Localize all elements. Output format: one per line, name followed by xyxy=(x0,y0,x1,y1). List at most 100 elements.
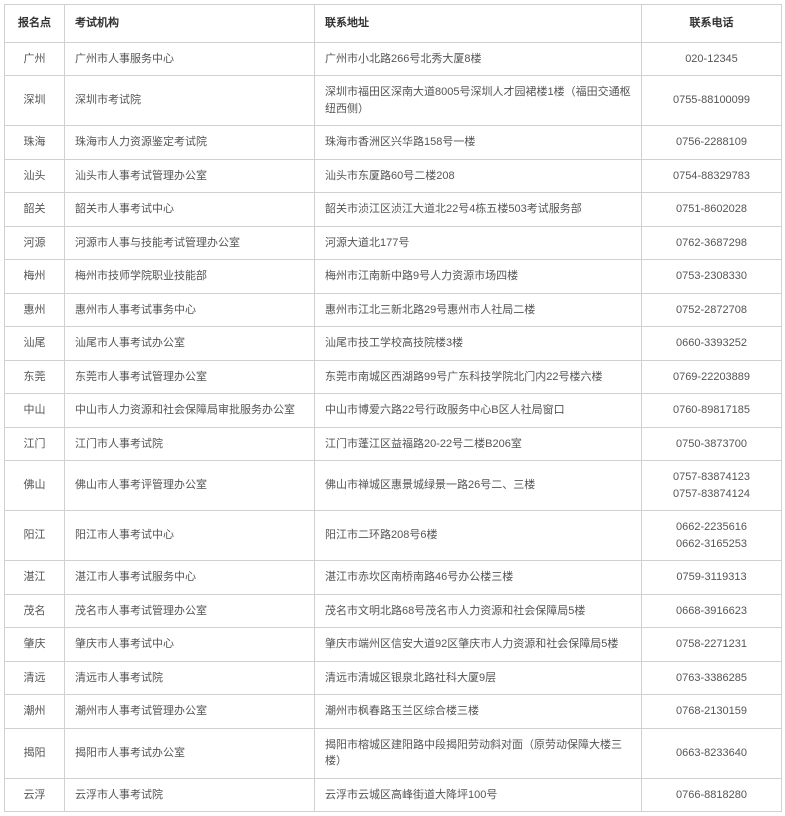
cell-address: 清远市清城区银泉北路社科大厦9层 xyxy=(315,661,642,695)
cell-location: 汕尾 xyxy=(5,327,65,361)
cell-organization: 肇庆市人事考试中心 xyxy=(65,628,315,662)
header-address: 联系地址 xyxy=(315,5,642,43)
cell-address: 珠海市香洲区兴华路158号一楼 xyxy=(315,126,642,160)
table-row: 潮州潮州市人事考试管理办公室潮州市枫春路玉兰区综合楼三楼0768-2130159 xyxy=(5,695,782,729)
cell-location: 中山 xyxy=(5,394,65,428)
cell-location: 惠州 xyxy=(5,293,65,327)
cell-phone: 0766-8818280 xyxy=(642,778,782,812)
cell-location: 珠海 xyxy=(5,126,65,160)
cell-address: 深圳市福田区深南大道8005号深圳人才园裙楼1楼（福田交通枢纽西侧） xyxy=(315,76,642,126)
table-header-row: 报名点 考试机构 联系地址 联系电话 xyxy=(5,5,782,43)
table-row: 韶关韶关市人事考试中心韶关市浈江区浈江大道北22号4栋五楼503考试服务部075… xyxy=(5,193,782,227)
cell-address: 梅州市江南新中路9号人力资源市场四楼 xyxy=(315,260,642,294)
cell-organization: 湛江市人事考试服务中心 xyxy=(65,561,315,595)
cell-location: 云浮 xyxy=(5,778,65,812)
table-row: 茂名茂名市人事考试管理办公室茂名市文明北路68号茂名市人力资源和社会保障局5楼0… xyxy=(5,594,782,628)
cell-address: 河源大道北177号 xyxy=(315,226,642,260)
cell-organization: 深圳市考试院 xyxy=(65,76,315,126)
cell-address: 潮州市枫春路玉兰区综合楼三楼 xyxy=(315,695,642,729)
cell-phone: 0752-2872708 xyxy=(642,293,782,327)
cell-phone: 0756-2288109 xyxy=(642,126,782,160)
table-row: 中山中山市人力资源和社会保障局审批服务办公室中山市博爱六路22号行政服务中心B区… xyxy=(5,394,782,428)
cell-organization: 云浮市人事考试院 xyxy=(65,778,315,812)
cell-organization: 梅州市技师学院职业技能部 xyxy=(65,260,315,294)
table-row: 珠海珠海市人力资源鉴定考试院珠海市香洲区兴华路158号一楼0756-228810… xyxy=(5,126,782,160)
table-row: 梅州梅州市技师学院职业技能部梅州市江南新中路9号人力资源市场四楼0753-230… xyxy=(5,260,782,294)
table-row: 清远清远市人事考试院清远市清城区银泉北路社科大厦9层0763-3386285 xyxy=(5,661,782,695)
cell-address: 云浮市云城区高峰街道大降坪100号 xyxy=(315,778,642,812)
cell-phone: 0663-8233640 xyxy=(642,728,782,778)
cell-organization: 汕头市人事考试管理办公室 xyxy=(65,159,315,193)
registration-points-table: 报名点 考试机构 联系地址 联系电话 广州广州市人事服务中心广州市小北路266号… xyxy=(4,4,782,812)
cell-phone: 0757-83874123 0757-83874124 xyxy=(642,461,782,511)
cell-phone: 0769-22203889 xyxy=(642,360,782,394)
cell-phone: 0660-3393252 xyxy=(642,327,782,361)
header-phone: 联系电话 xyxy=(642,5,782,43)
cell-address: 广州市小北路266号北秀大厦8楼 xyxy=(315,42,642,76)
cell-phone: 0751-8602028 xyxy=(642,193,782,227)
table-row: 湛江湛江市人事考试服务中心湛江市赤坎区南桥南路46号办公楼三楼0759-3119… xyxy=(5,561,782,595)
table-row: 揭阳揭阳市人事考试办公室揭阳市榕城区建阳路中段揭阳劳动斜对面（原劳动保障大楼三楼… xyxy=(5,728,782,778)
cell-address: 湛江市赤坎区南桥南路46号办公楼三楼 xyxy=(315,561,642,595)
cell-location: 河源 xyxy=(5,226,65,260)
cell-location: 深圳 xyxy=(5,76,65,126)
cell-location: 汕头 xyxy=(5,159,65,193)
cell-phone: 0755-88100099 xyxy=(642,76,782,126)
table-row: 江门江门市人事考试院江门市蓬江区益福路20-22号二楼B206室0750-387… xyxy=(5,427,782,461)
cell-location: 茂名 xyxy=(5,594,65,628)
header-organization: 考试机构 xyxy=(65,5,315,43)
cell-phone: 0750-3873700 xyxy=(642,427,782,461)
cell-location: 梅州 xyxy=(5,260,65,294)
table-row: 肇庆肇庆市人事考试中心肇庆市端州区信安大道92区肇庆市人力资源和社会保障局5楼0… xyxy=(5,628,782,662)
table-row: 东莞东莞市人事考试管理办公室东莞市南城区西湖路99号广东科技学院北门内22号楼六… xyxy=(5,360,782,394)
table-body: 广州广州市人事服务中心广州市小北路266号北秀大厦8楼020-12345深圳深圳… xyxy=(5,42,782,812)
cell-location: 湛江 xyxy=(5,561,65,595)
cell-location: 江门 xyxy=(5,427,65,461)
cell-location: 阳江 xyxy=(5,511,65,561)
cell-location: 韶关 xyxy=(5,193,65,227)
cell-address: 中山市博爱六路22号行政服务中心B区人社局窗口 xyxy=(315,394,642,428)
cell-address: 东莞市南城区西湖路99号广东科技学院北门内22号楼六楼 xyxy=(315,360,642,394)
cell-address: 肇庆市端州区信安大道92区肇庆市人力资源和社会保障局5楼 xyxy=(315,628,642,662)
cell-phone: 0753-2308330 xyxy=(642,260,782,294)
cell-organization: 河源市人事与技能考试管理办公室 xyxy=(65,226,315,260)
cell-phone: 0758-2271231 xyxy=(642,628,782,662)
table-row: 阳江阳江市人事考试中心阳江市二环路208号6楼0662-2235616 0662… xyxy=(5,511,782,561)
cell-address: 韶关市浈江区浈江大道北22号4栋五楼503考试服务部 xyxy=(315,193,642,227)
table-row: 河源河源市人事与技能考试管理办公室河源大道北177号0762-3687298 xyxy=(5,226,782,260)
cell-address: 阳江市二环路208号6楼 xyxy=(315,511,642,561)
cell-phone: 0768-2130159 xyxy=(642,695,782,729)
cell-location: 佛山 xyxy=(5,461,65,511)
cell-address: 揭阳市榕城区建阳路中段揭阳劳动斜对面（原劳动保障大楼三楼） xyxy=(315,728,642,778)
cell-organization: 广州市人事服务中心 xyxy=(65,42,315,76)
cell-address: 汕尾市技工学校高技院楼3楼 xyxy=(315,327,642,361)
cell-organization: 江门市人事考试院 xyxy=(65,427,315,461)
table-row: 广州广州市人事服务中心广州市小北路266号北秀大厦8楼020-12345 xyxy=(5,42,782,76)
cell-phone: 0759-3119313 xyxy=(642,561,782,595)
cell-organization: 揭阳市人事考试办公室 xyxy=(65,728,315,778)
cell-phone: 0762-3687298 xyxy=(642,226,782,260)
header-location: 报名点 xyxy=(5,5,65,43)
cell-phone: 020-12345 xyxy=(642,42,782,76)
cell-organization: 清远市人事考试院 xyxy=(65,661,315,695)
cell-location: 清远 xyxy=(5,661,65,695)
cell-organization: 佛山市人事考评管理办公室 xyxy=(65,461,315,511)
cell-address: 汕头市东厦路60号二楼208 xyxy=(315,159,642,193)
cell-phone: 0662-2235616 0662-3165253 xyxy=(642,511,782,561)
cell-organization: 阳江市人事考试中心 xyxy=(65,511,315,561)
cell-location: 肇庆 xyxy=(5,628,65,662)
cell-organization: 汕尾市人事考试办公室 xyxy=(65,327,315,361)
cell-phone: 0760-89817185 xyxy=(642,394,782,428)
table-row: 汕尾汕尾市人事考试办公室汕尾市技工学校高技院楼3楼0660-3393252 xyxy=(5,327,782,361)
cell-location: 东莞 xyxy=(5,360,65,394)
cell-organization: 东莞市人事考试管理办公室 xyxy=(65,360,315,394)
cell-organization: 潮州市人事考试管理办公室 xyxy=(65,695,315,729)
table-row: 惠州惠州市人事考试事务中心惠州市江北三新北路29号惠州市人社局二楼0752-28… xyxy=(5,293,782,327)
table-row: 云浮云浮市人事考试院云浮市云城区高峰街道大降坪100号0766-8818280 xyxy=(5,778,782,812)
table-row: 深圳深圳市考试院深圳市福田区深南大道8005号深圳人才园裙楼1楼（福田交通枢纽西… xyxy=(5,76,782,126)
table-row: 汕头汕头市人事考试管理办公室汕头市东厦路60号二楼2080754-8832978… xyxy=(5,159,782,193)
cell-organization: 惠州市人事考试事务中心 xyxy=(65,293,315,327)
cell-location: 揭阳 xyxy=(5,728,65,778)
table-row: 佛山佛山市人事考评管理办公室佛山市禅城区惠景城绿景一路26号二、三楼0757-8… xyxy=(5,461,782,511)
cell-address: 佛山市禅城区惠景城绿景一路26号二、三楼 xyxy=(315,461,642,511)
